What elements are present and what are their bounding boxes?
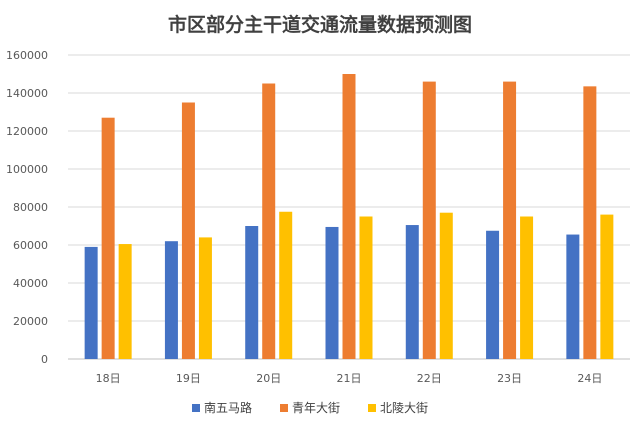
bar bbox=[600, 214, 614, 359]
legend-label: 北陵大街 bbox=[380, 401, 428, 415]
bar bbox=[342, 74, 356, 359]
bar bbox=[422, 81, 436, 359]
bar bbox=[503, 81, 517, 359]
bar bbox=[181, 102, 195, 359]
bar bbox=[486, 230, 500, 359]
y-tick-label: 60000 bbox=[13, 239, 48, 252]
bar bbox=[101, 117, 115, 359]
x-tick-label: 24日 bbox=[577, 372, 602, 385]
y-tick-label: 80000 bbox=[13, 201, 48, 214]
bar bbox=[245, 226, 259, 359]
x-tick-label: 20日 bbox=[256, 372, 281, 385]
x-tick-label: 18日 bbox=[96, 372, 121, 385]
bar bbox=[164, 241, 178, 359]
x-tick-label: 23日 bbox=[497, 372, 522, 385]
bar bbox=[439, 212, 453, 359]
y-tick-label: 20000 bbox=[13, 315, 48, 328]
bar bbox=[520, 216, 534, 359]
bar bbox=[325, 226, 339, 359]
bar bbox=[359, 216, 373, 359]
bar bbox=[405, 225, 419, 359]
legend-label: 青年大街 bbox=[292, 401, 340, 415]
legend-swatch bbox=[192, 404, 200, 412]
x-tick-label: 21日 bbox=[337, 372, 362, 385]
x-tick-label: 22日 bbox=[417, 372, 442, 385]
bar bbox=[583, 86, 597, 359]
legend-swatch bbox=[280, 404, 288, 412]
y-tick-label: 120000 bbox=[6, 125, 48, 138]
x-tick-label: 19日 bbox=[176, 372, 201, 385]
y-tick-label: 0 bbox=[41, 353, 48, 366]
bar bbox=[198, 237, 212, 359]
bar bbox=[566, 234, 580, 359]
chart-title: 市区部分主干道交通流量数据预测图 bbox=[168, 13, 472, 36]
legend-swatch bbox=[368, 404, 376, 412]
y-axis: 0 20000 40000 60000 80000 100000 120000 140000 1… bbox=[6, 49, 48, 366]
y-tick-label: 40000 bbox=[13, 277, 48, 290]
y-tick-label: 160000 bbox=[6, 49, 48, 62]
legend-label: 南五马路 bbox=[204, 400, 252, 415]
y-tick-label: 100000 bbox=[6, 163, 48, 176]
bar bbox=[118, 244, 132, 359]
legend: 南五马路 青年大街 北陵大街 bbox=[192, 400, 428, 415]
x-axis: 18日 19日 20日 21日 22日 23日 24日 bbox=[96, 372, 603, 385]
bars bbox=[84, 74, 614, 359]
bar bbox=[279, 211, 293, 359]
y-tick-label: 140000 bbox=[6, 87, 48, 100]
bar bbox=[262, 83, 276, 359]
bar bbox=[84, 246, 98, 359]
